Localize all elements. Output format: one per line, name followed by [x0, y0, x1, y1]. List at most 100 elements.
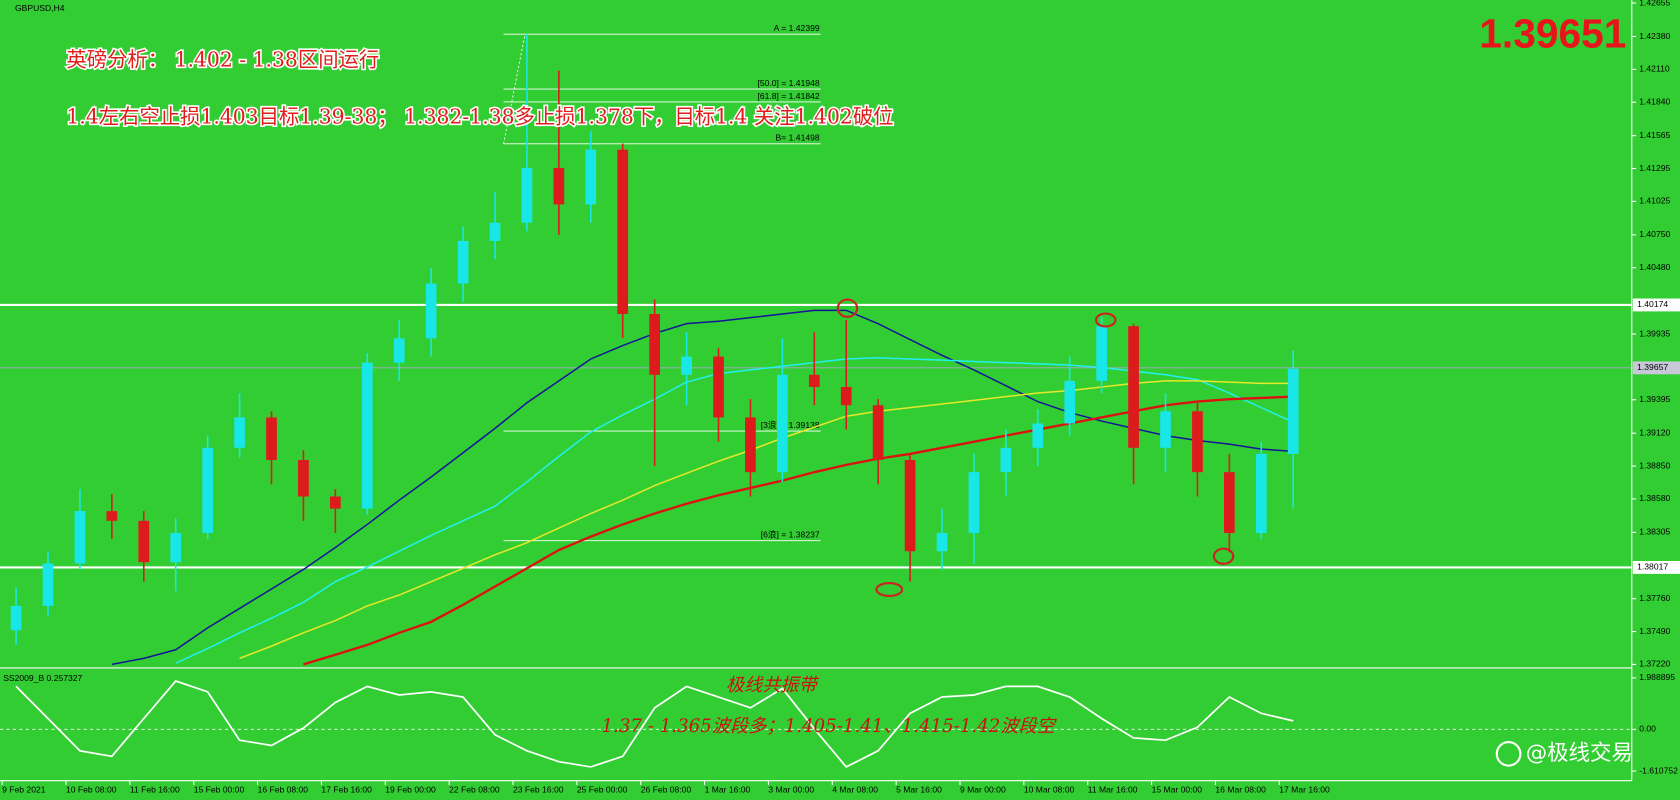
candle-body [170, 532, 182, 563]
y-tick-label: 1.40480 [1639, 262, 1670, 272]
candle-body [649, 313, 660, 375]
x-tick-label: 25 Feb 00:00 [577, 785, 628, 795]
annotation: 1.4左右空止损1.403目标1.39-38； 1.382-1.38多止损1.3… [66, 105, 893, 129]
candle-body [106, 511, 118, 521]
x-tick-label: 15 Mar 00:00 [1152, 785, 1203, 795]
y-tick-label: -1.610752 [1639, 765, 1678, 775]
highlight-circle [836, 298, 859, 318]
fib-level-label: [50.0] = 1.41948 [757, 78, 819, 88]
y-tick-label: 1.42110 [1639, 64, 1670, 74]
candle-body [840, 386, 852, 406]
candle-body [330, 496, 341, 509]
candle-body [234, 417, 245, 448]
y-tick-label: 1.988895 [1639, 672, 1675, 682]
annotation: 英磅分析： 1.402 - 1.38区间运行 [66, 48, 379, 72]
price-label: 1.38017 [1637, 562, 1668, 572]
last-price-box [1632, 361, 1680, 375]
y-tick-label: 1.41840 [1639, 96, 1670, 106]
y-tick-label: 1.38850 [1639, 460, 1670, 470]
x-tick-label: 1 Mar 16:00 [705, 785, 751, 795]
price-label-box [1632, 298, 1680, 312]
candle-body [617, 149, 629, 314]
candle-body [138, 520, 150, 563]
candle-body [298, 459, 309, 497]
x-tick-label: 10 Mar 08:00 [1024, 785, 1075, 795]
x-tick-label: 22 Feb 08:00 [449, 785, 500, 795]
candle-body [713, 356, 724, 418]
y-tick-label: 1.39935 [1639, 328, 1670, 338]
x-tick-label: 4 Mar 08:00 [832, 785, 878, 795]
candle-body [1192, 411, 1203, 473]
moving-average [111, 309, 1294, 666]
x-tick-label: 17 Mar 16:00 [1279, 785, 1330, 795]
x-tick-label: 19 Feb 00:00 [385, 785, 436, 795]
watermark: @极线交易 [1526, 741, 1633, 766]
fib-level-label: B= 1.41498 [776, 133, 820, 143]
x-tick-label: 16 Feb 08:00 [258, 785, 309, 795]
candle-body [266, 417, 277, 460]
x-tick-label: 11 Mar 16:00 [1088, 785, 1138, 795]
candle-body [393, 338, 405, 363]
candle-body [1096, 326, 1107, 381]
bid-price: 1.39651 [1479, 10, 1626, 56]
candle-body [1287, 368, 1299, 454]
y-tick-label: 1.39120 [1639, 427, 1670, 437]
indicator-annotation: 极线共振带 [726, 675, 820, 696]
y-tick-label: 1.39395 [1639, 394, 1670, 404]
candle-body [202, 447, 213, 533]
candle-body [745, 417, 756, 473]
candle-body [777, 374, 788, 473]
y-tick-label: 1.40750 [1639, 229, 1670, 239]
candle-body [808, 374, 820, 387]
fib-level-label: [3浪] = 1.39138 [761, 419, 820, 430]
x-tick-label: 17 Feb 16:00 [321, 785, 372, 795]
fib-trend [503, 34, 526, 144]
y-tick-label: 1.37760 [1639, 593, 1670, 603]
y-tick-label: 1.41565 [1639, 130, 1670, 140]
candle-body [968, 472, 980, 533]
fib-level-label: A = 1.42399 [774, 23, 820, 33]
candle-body [1224, 472, 1235, 533]
last-price-label: 1.39657 [1637, 362, 1668, 372]
y-tick-label: 0.00 [1639, 724, 1656, 734]
candle-body [521, 167, 533, 223]
candle-body [42, 563, 54, 607]
x-tick-label: 3 Mar 00:00 [768, 785, 814, 795]
highlight-circle [1095, 312, 1117, 328]
moving-average [239, 380, 1294, 660]
x-tick-label: 16 Mar 08:00 [1215, 785, 1266, 795]
candle-body [74, 511, 86, 564]
y-tick-label: 1.41295 [1639, 163, 1670, 173]
x-tick-label: 5 Mar 16:00 [896, 785, 942, 795]
x-tick-label: 23 Feb 16:00 [513, 785, 564, 795]
highlight-circle [1212, 547, 1235, 565]
candle-body [1064, 380, 1076, 424]
y-tick-label: 1.37490 [1639, 626, 1670, 636]
y-tick-label: 1.41025 [1639, 196, 1670, 206]
y-tick-label: 1.42655 [1639, 0, 1670, 7]
x-tick-label: 10 Feb 08:00 [66, 785, 117, 795]
candle-body [425, 283, 437, 339]
fib-level-label: [61.8] = 1.41842 [757, 91, 819, 101]
window-title: GBPUSD,H4 [15, 3, 65, 13]
candle-body [1000, 447, 1012, 473]
candle-body [1128, 326, 1139, 448]
y-tick-label: 1.42380 [1639, 31, 1670, 41]
candle-body [1160, 411, 1171, 448]
candle-body [553, 167, 565, 205]
highlight-circle [875, 582, 904, 598]
watermark-icon [1495, 740, 1522, 767]
indicator-title: SS2009_B 0.257327 [3, 673, 82, 683]
y-tick-label: 1.37220 [1639, 659, 1670, 669]
candle-body [361, 362, 373, 509]
candle-body [1032, 423, 1044, 448]
price-label: 1.40174 [1637, 299, 1668, 309]
y-tick-label: 1.38305 [1639, 527, 1670, 537]
candle-body [489, 222, 501, 241]
x-tick-label: 9 Feb 2021 [2, 785, 46, 795]
candle-body [872, 405, 884, 460]
candle-body [904, 459, 916, 552]
